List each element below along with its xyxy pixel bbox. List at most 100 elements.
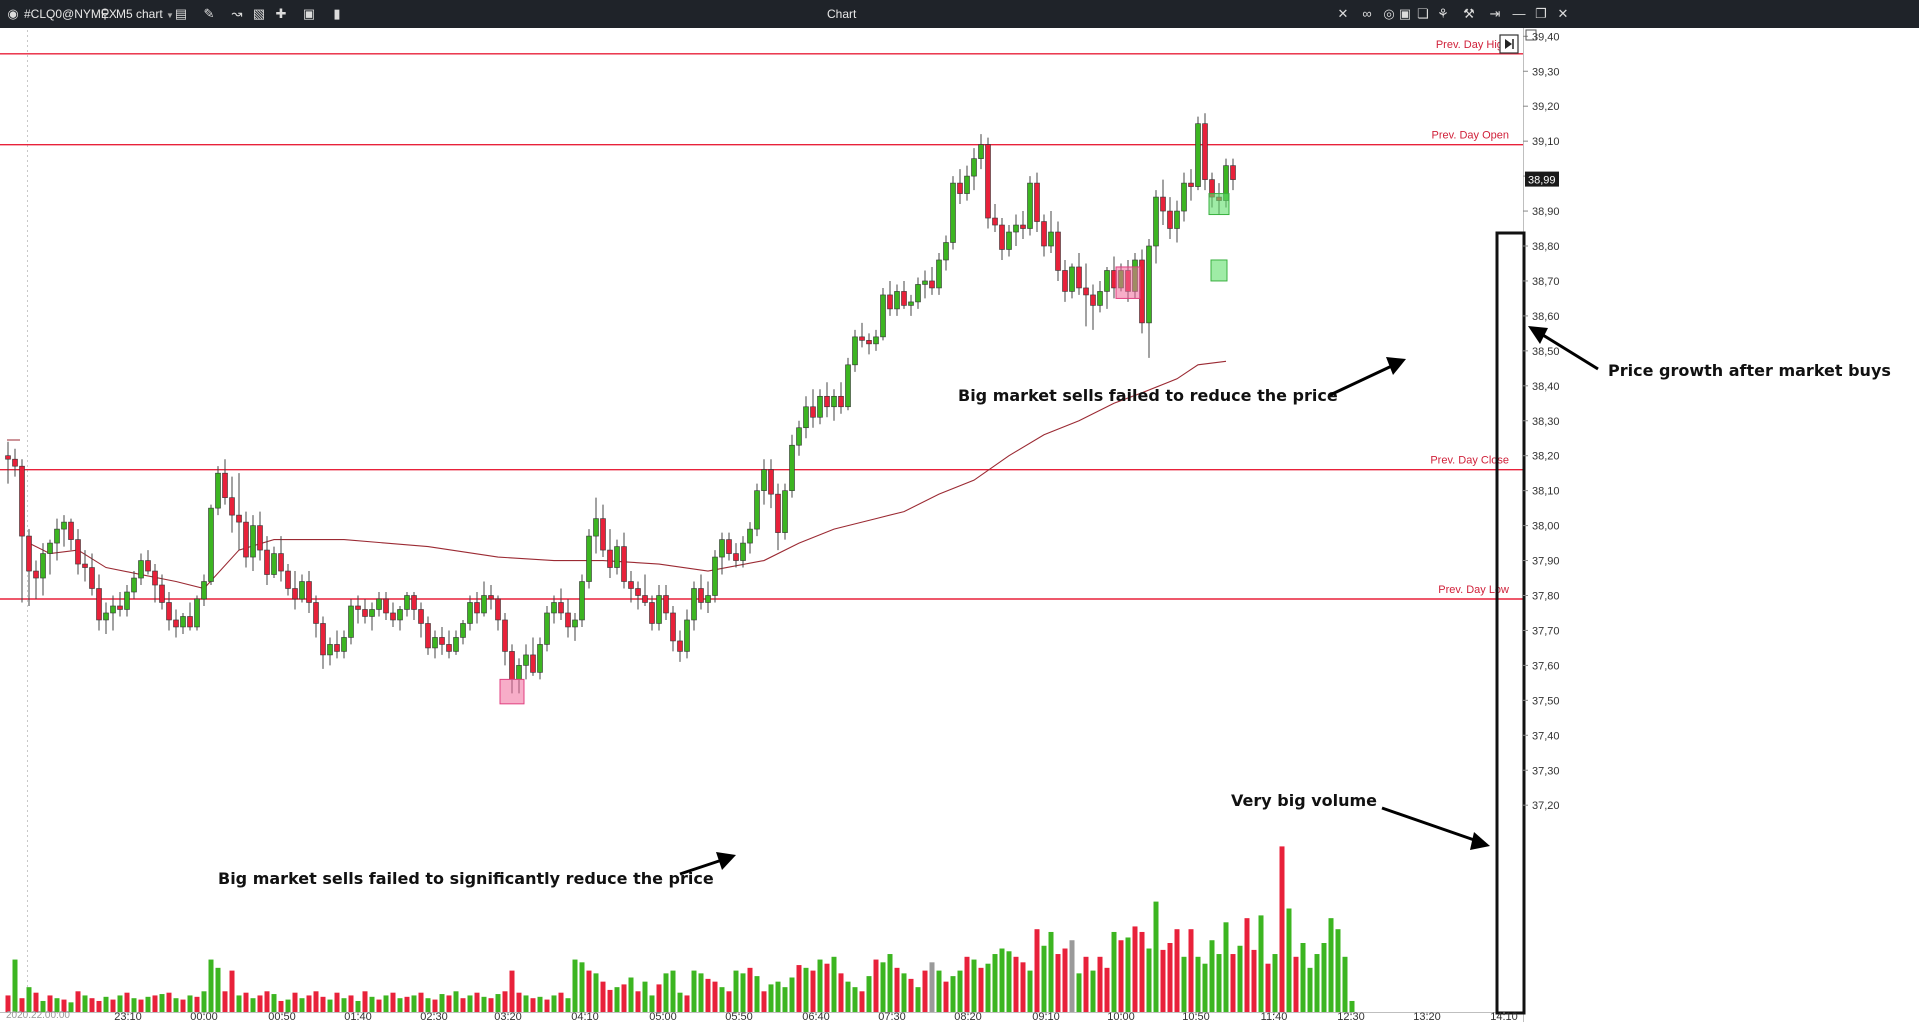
volume-bar (789, 977, 795, 1012)
candle-body (537, 644, 543, 673)
volume-bar (537, 996, 543, 1012)
copy-icon[interactable]: ❏ (1417, 6, 1429, 21)
volume-bar (166, 992, 172, 1012)
volume-bar (1286, 908, 1292, 1012)
price-tick-label: 37,40 (1532, 730, 1560, 742)
volume-bar (68, 1002, 74, 1012)
volume-bar (1293, 956, 1299, 1012)
candle-body (880, 294, 886, 338)
volume-bar (243, 992, 249, 1012)
candle-body (866, 340, 872, 345)
candle-body (852, 336, 858, 366)
chart-area[interactable]: Prev. Day High Prev. Day Open Prev. Day Cl… (0, 28, 1919, 1023)
price-tick-label: 38,80 (1532, 241, 1560, 253)
price-tick-label: 38,90 (1532, 206, 1560, 218)
price-chart[interactable]: Prev. Day High Prev. Day Open Prev. Day Cl… (0, 28, 1919, 1023)
candle-body (362, 609, 368, 617)
candle-body (649, 602, 655, 624)
volume-bar (75, 991, 81, 1012)
volume-bar (1006, 951, 1012, 1012)
volume-bar (1195, 956, 1201, 1012)
symbol-label[interactable]: #CLQ0@NYMEX (24, 7, 117, 21)
candle-body (894, 291, 900, 310)
pin-icon[interactable]: ⇥ (1489, 6, 1501, 21)
volume-bar (383, 995, 389, 1012)
volume-bar (754, 976, 760, 1012)
lock-icon[interactable]: ⚘ (1437, 6, 1449, 21)
time-tick-label: 04:10 (571, 1011, 599, 1022)
candle-body (873, 336, 879, 345)
templates-icon[interactable]: ▧ (252, 6, 266, 21)
volume-bar (866, 976, 872, 1012)
volume-bar (600, 981, 606, 1012)
volume-bar (467, 995, 473, 1012)
volume-bar (180, 999, 186, 1012)
volume-bar (712, 981, 718, 1012)
volume-bar (894, 967, 900, 1012)
volume-bar (1153, 901, 1159, 1012)
volume-bar (838, 973, 844, 1012)
volume-bar (1328, 918, 1334, 1012)
camera-icon[interactable]: ▣ (1398, 6, 1412, 21)
candle-body (348, 605, 354, 638)
settings-wrench-icon[interactable]: ⚒ (1463, 6, 1475, 21)
crosshair-icon[interactable]: ✕ (1337, 6, 1349, 21)
restore-icon[interactable]: ❐ (1535, 6, 1547, 21)
volume-bar (54, 998, 60, 1012)
arrow-head (716, 852, 736, 870)
candle-body (243, 521, 249, 558)
close-icon[interactable]: ✕ (1557, 6, 1569, 21)
candle-body (131, 577, 137, 593)
candle-body (677, 640, 683, 652)
volume-bar (1265, 963, 1271, 1012)
volume-bar (936, 970, 942, 1012)
volume-bar (726, 991, 732, 1012)
layout-icon[interactable]: ▣ (302, 6, 316, 21)
volume-bar (915, 987, 921, 1012)
arrow-line (1537, 330, 1599, 371)
target-icon[interactable]: ◎ (1383, 6, 1395, 21)
candle-body (124, 591, 130, 610)
volume-bar (768, 984, 774, 1012)
volume-bar (334, 992, 340, 1012)
candle-body (299, 581, 305, 600)
volume-bar (61, 999, 67, 1012)
volume-bar (719, 987, 725, 1012)
price-tick-label: 39,10 (1532, 136, 1560, 148)
title-bar: ◉ #CLQ0@NYMEX ⚲ M5 chart ▼ ▤ ✎ ↝ ▧ ✚ ▣ ▮… (0, 0, 1919, 28)
candle-body (404, 595, 410, 610)
minimize-icon[interactable]: — (1512, 6, 1526, 21)
volume-bar (1090, 970, 1096, 1012)
volume-bar (362, 991, 368, 1012)
time-tick-label: 05:50 (725, 1011, 753, 1022)
volume-bar (397, 998, 403, 1012)
candle-body (593, 518, 599, 537)
volume-bar (124, 992, 130, 1012)
volume-bar (1342, 956, 1348, 1012)
add-icon[interactable]: ✚ (275, 6, 287, 21)
candle-body (621, 546, 627, 582)
chart-settings-icon[interactable]: ▤ (174, 6, 188, 21)
volume-bar (558, 992, 564, 1012)
volume-bar (1118, 940, 1124, 1012)
candle-body (1181, 182, 1187, 212)
volume-bar (908, 978, 914, 1012)
time-tick-label: 03:20 (494, 1011, 522, 1022)
candle-body (152, 570, 158, 586)
indicators-icon[interactable]: ↝ (231, 6, 243, 21)
draw-pencil-icon[interactable]: ✎ (203, 6, 215, 21)
annotation-sells-bottom-text: Big market sells failed to significantly… (218, 869, 714, 888)
candle-body (341, 637, 347, 652)
candle-body (747, 528, 753, 544)
arrow-head (1528, 326, 1548, 344)
time-tick-label: 23:10 (114, 1011, 142, 1022)
candle-body (838, 395, 844, 408)
candle-body (572, 619, 578, 628)
chart-type-dropdown[interactable]: M5 chart ▼ (116, 7, 174, 21)
volume-bar (1041, 945, 1047, 1012)
candle-body (565, 612, 571, 628)
link-icon[interactable]: ∞ (1362, 6, 1372, 21)
search-icon[interactable]: ⚲ (100, 6, 110, 21)
candle-body (439, 637, 445, 645)
columns-icon[interactable]: ▮ (333, 6, 341, 21)
